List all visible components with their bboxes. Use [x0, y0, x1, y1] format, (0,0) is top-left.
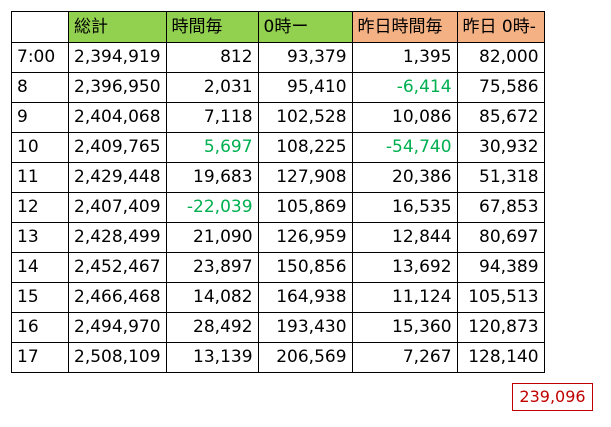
since-midnight-cell[interactable]: 206,569: [257, 342, 353, 373]
since-midnight-cell[interactable]: 127,908: [257, 162, 353, 193]
hourly-cell[interactable]: 19,683: [165, 162, 259, 193]
since-midnight-cell[interactable]: 102,528: [257, 102, 353, 133]
time-cell[interactable]: 14: [11, 252, 69, 283]
hourly-cell[interactable]: 13,139: [165, 342, 259, 373]
total-cell[interactable]: 2,396,950: [68, 72, 167, 103]
hourly-cell[interactable]: 2,031: [165, 72, 259, 103]
header-total[interactable]: 総計: [68, 11, 167, 43]
hourly-cell[interactable]: 7,118: [165, 102, 259, 133]
header-yesterday-hourly[interactable]: 昨日時間毎: [351, 11, 458, 43]
since-midnight-cell[interactable]: 150,856: [257, 252, 353, 283]
total-cell[interactable]: 2,452,467: [68, 252, 167, 283]
hourly-cell[interactable]: 14,082: [165, 282, 259, 313]
header-since-midnight[interactable]: 0時ー: [257, 11, 353, 43]
since-midnight-cell[interactable]: 193,430: [257, 312, 353, 343]
yesterday-hourly-cell[interactable]: 1,395: [351, 42, 458, 73]
time-cell[interactable]: 9: [11, 102, 69, 133]
time-cell[interactable]: 15: [11, 282, 69, 313]
yesterday-since-midnight-cell[interactable]: 82,000: [456, 42, 545, 73]
table-row: 12 2,407,409 -22,039 105,869 16,535 67,8…: [11, 192, 545, 223]
table-row: 10 2,409,765 5,697 108,225 -54,740 30,93…: [11, 132, 545, 163]
header-corner-cell[interactable]: [11, 11, 69, 43]
table-row: 16 2,494,970 28,492 193,430 15,360 120,8…: [11, 312, 545, 343]
time-cell[interactable]: 13: [11, 222, 69, 253]
hourly-cell[interactable]: 23,897: [165, 252, 259, 283]
hourly-cell[interactable]: 812: [165, 42, 259, 73]
total-cell[interactable]: 2,404,068: [68, 102, 167, 133]
table-row: 9 2,404,068 7,118 102,528 10,086 85,672: [11, 102, 545, 133]
yesterday-hourly-cell[interactable]: 15,360: [351, 312, 458, 343]
yesterday-since-midnight-cell[interactable]: 51,318: [456, 162, 545, 193]
table-row: 8 2,396,950 2,031 95,410 -6,414 75,586: [11, 72, 545, 103]
time-cell[interactable]: 12: [11, 192, 69, 223]
table-row: 17 2,508,109 13,139 206,569 7,267 128,14…: [11, 342, 545, 373]
yesterday-since-midnight-cell[interactable]: 30,932: [456, 132, 545, 163]
hourly-cell[interactable]: -22,039: [165, 192, 259, 223]
time-cell[interactable]: 7:00: [11, 42, 69, 73]
yesterday-since-midnight-cell[interactable]: 85,672: [456, 102, 545, 133]
table-row: 14 2,452,467 23,897 150,856 13,692 94,38…: [11, 252, 545, 283]
yesterday-since-midnight-cell[interactable]: 80,697: [456, 222, 545, 253]
yesterday-hourly-cell[interactable]: -54,740: [351, 132, 458, 163]
yesterday-hourly-cell[interactable]: 10,086: [351, 102, 458, 133]
yesterday-since-midnight-cell[interactable]: 75,586: [456, 72, 545, 103]
hourly-cell[interactable]: 5,697: [165, 132, 259, 163]
time-cell[interactable]: 11: [11, 162, 69, 193]
yesterday-hourly-cell[interactable]: 13,692: [351, 252, 458, 283]
table-body: 7:00 2,394,919 812 93,379 1,395 82,000 8…: [11, 42, 545, 373]
total-cell[interactable]: 2,494,970: [68, 312, 167, 343]
since-midnight-cell[interactable]: 105,869: [257, 192, 353, 223]
since-midnight-cell[interactable]: 164,938: [257, 282, 353, 313]
since-midnight-cell[interactable]: 95,410: [257, 72, 353, 103]
time-cell[interactable]: 10: [11, 132, 69, 163]
time-cell[interactable]: 8: [11, 72, 69, 103]
summary-total-cell[interactable]: 239,096: [512, 383, 593, 411]
total-cell[interactable]: 2,407,409: [68, 192, 167, 223]
total-cell[interactable]: 2,428,499: [68, 222, 167, 253]
table-row: 15 2,466,468 14,082 164,938 11,124 105,5…: [11, 282, 545, 313]
total-cell[interactable]: 2,409,765: [68, 132, 167, 163]
total-cell[interactable]: 2,429,448: [68, 162, 167, 193]
data-table: 総計 時間毎 0時ー 昨日時間毎 昨日 0時- 7:00 2,394,919 8…: [11, 11, 545, 373]
total-cell[interactable]: 2,508,109: [68, 342, 167, 373]
yesterday-since-midnight-cell[interactable]: 67,853: [456, 192, 545, 223]
yesterday-hourly-cell[interactable]: 16,535: [351, 192, 458, 223]
table-row: 7:00 2,394,919 812 93,379 1,395 82,000: [11, 42, 545, 73]
table-row: 11 2,429,448 19,683 127,908 20,386 51,31…: [11, 162, 545, 193]
time-cell[interactable]: 16: [11, 312, 69, 343]
total-cell[interactable]: 2,466,468: [68, 282, 167, 313]
total-cell[interactable]: 2,394,919: [68, 42, 167, 73]
time-cell[interactable]: 17: [11, 342, 69, 373]
hourly-cell[interactable]: 21,090: [165, 222, 259, 253]
yesterday-since-midnight-cell[interactable]: 128,140: [456, 342, 545, 373]
header-yesterday-since-midnight[interactable]: 昨日 0時-: [456, 11, 545, 43]
since-midnight-cell[interactable]: 126,959: [257, 222, 353, 253]
yesterday-hourly-cell[interactable]: 7,267: [351, 342, 458, 373]
header-row: 総計 時間毎 0時ー 昨日時間毎 昨日 0時-: [11, 11, 545, 43]
yesterday-since-midnight-cell[interactable]: 120,873: [456, 312, 545, 343]
hourly-cell[interactable]: 28,492: [165, 312, 259, 343]
since-midnight-cell[interactable]: 93,379: [257, 42, 353, 73]
yesterday-hourly-cell[interactable]: 11,124: [351, 282, 458, 313]
table-header: 総計 時間毎 0時ー 昨日時間毎 昨日 0時-: [11, 11, 545, 43]
yesterday-hourly-cell[interactable]: 20,386: [351, 162, 458, 193]
table-row: 13 2,428,499 21,090 126,959 12,844 80,69…: [11, 222, 545, 253]
yesterday-since-midnight-cell[interactable]: 94,389: [456, 252, 545, 283]
yesterday-hourly-cell[interactable]: -6,414: [351, 72, 458, 103]
yesterday-since-midnight-cell[interactable]: 105,513: [456, 282, 545, 313]
since-midnight-cell[interactable]: 108,225: [257, 132, 353, 163]
yesterday-hourly-cell[interactable]: 12,844: [351, 222, 458, 253]
header-hourly[interactable]: 時間毎: [165, 11, 259, 43]
